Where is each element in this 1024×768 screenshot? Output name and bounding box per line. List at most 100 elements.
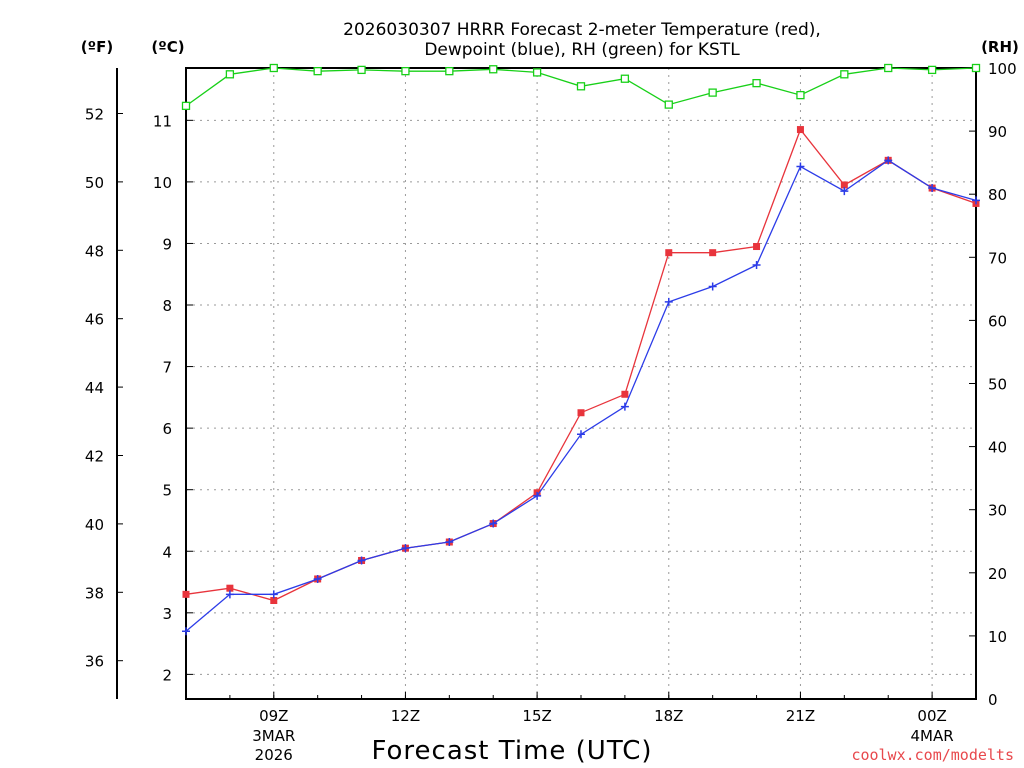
rh-unit-label: (RH) xyxy=(981,38,1019,56)
dewpoint-point xyxy=(664,297,673,306)
fahrenheit-tick-label: 40 xyxy=(85,516,104,534)
celsius-tick-label: 10 xyxy=(153,174,172,192)
rh-point xyxy=(489,65,498,74)
rh-point xyxy=(576,82,586,91)
celsius-tick-label: 9 xyxy=(162,235,172,253)
fahrenheit-tick-label: 36 xyxy=(85,653,104,671)
celsius-tick-label: 5 xyxy=(162,482,172,500)
dewpoint-point xyxy=(182,627,190,636)
dewpoint-point xyxy=(533,491,542,500)
rh-point xyxy=(927,65,937,75)
dewpoint-point xyxy=(489,519,498,528)
rh-point xyxy=(357,65,366,75)
temperature-point xyxy=(796,126,804,134)
x-tick-label: 18Z xyxy=(654,707,683,725)
temperature-point xyxy=(577,409,585,417)
rh-point xyxy=(532,68,542,77)
celsius-tick-label: 8 xyxy=(162,297,172,315)
rh-tick-label: 70 xyxy=(988,249,1007,267)
x-date-label: 4MAR xyxy=(911,727,954,745)
fahrenheit-tick-label: 38 xyxy=(85,584,104,602)
rh-tick-label: 30 xyxy=(988,502,1007,520)
rh-point xyxy=(313,67,322,76)
dewpoint-point xyxy=(840,187,849,196)
temperature-point xyxy=(753,243,761,251)
dewpoint-line xyxy=(185,159,977,632)
x-date-label: 3MAR xyxy=(252,727,295,745)
dewpoint-point xyxy=(445,538,454,547)
temperature-point xyxy=(182,590,190,598)
rh-point xyxy=(269,63,278,73)
rh-point xyxy=(884,63,893,73)
temperature-point xyxy=(621,390,629,398)
x-year-label: 2026 xyxy=(255,746,293,764)
fahrenheit-unit-label: (ºF) xyxy=(81,38,113,56)
celsius-tick-label: 11 xyxy=(153,112,172,130)
dewpoint-point xyxy=(313,574,322,583)
x-axis-label: Forecast Time (UTC) xyxy=(371,736,652,766)
temperature-point xyxy=(270,597,278,605)
x-tick-label: 21Z xyxy=(786,707,815,725)
dewpoint-point xyxy=(928,184,937,193)
celsius-tick-label: 6 xyxy=(162,420,172,438)
temperature-point xyxy=(840,181,848,189)
rh-point xyxy=(445,67,454,76)
fahrenheit-tick-label: 52 xyxy=(85,105,104,123)
rh-tick-label: 40 xyxy=(988,439,1007,457)
fahrenheit-tick-label: 50 xyxy=(85,174,104,192)
rh-point xyxy=(971,63,981,73)
rh-tick-label: 50 xyxy=(988,376,1007,394)
rh-point xyxy=(796,90,805,100)
fahrenheit-tick-label: 46 xyxy=(85,311,104,329)
fahrenheit-tick-label: 44 xyxy=(85,379,104,397)
dewpoint-point xyxy=(708,282,717,291)
rh-point xyxy=(620,74,630,83)
chart-title-line2: Dewpoint (blue), RH (green) for KSTL xyxy=(424,40,740,60)
dewpoint-point xyxy=(577,430,585,439)
temperature-point xyxy=(665,249,673,257)
celsius-tick-label: 7 xyxy=(162,359,172,377)
dewpoint-point xyxy=(752,260,761,269)
rh-point xyxy=(752,78,761,88)
x-tick-label: 09Z xyxy=(259,707,288,725)
rh-tick-label: 10 xyxy=(988,628,1007,646)
rh-tick-label: 100 xyxy=(988,60,1017,78)
celsius-unit-label: (ºC) xyxy=(151,38,184,56)
fahrenheit-tick-label: 48 xyxy=(85,242,104,260)
celsius-tick-label: 2 xyxy=(162,666,172,684)
fahrenheit-tick-label: 42 xyxy=(85,447,104,465)
dewpoint-point xyxy=(357,556,366,565)
rh-point xyxy=(225,70,235,79)
axes xyxy=(116,67,977,700)
celsius-tick-label: 4 xyxy=(162,543,172,561)
data-series xyxy=(181,63,981,636)
x-tick-label: 00Z xyxy=(917,707,946,725)
temperature-line xyxy=(185,128,977,602)
rh-point xyxy=(181,101,191,111)
rh-tick-label: 0 xyxy=(988,691,998,709)
dewpoint-point xyxy=(225,590,234,599)
temperature-point xyxy=(226,584,234,592)
dewpoint-point xyxy=(972,196,980,205)
rh-tick-label: 80 xyxy=(988,186,1007,204)
rh-tick-label: 20 xyxy=(988,565,1007,583)
rh-point xyxy=(401,67,410,76)
dewpoint-point xyxy=(269,590,278,599)
rh-tick-label: 60 xyxy=(988,312,1007,330)
dewpoint-point xyxy=(884,156,893,165)
chart-title-line1: 2026030307 HRRR Forecast 2-meter Tempera… xyxy=(343,20,821,40)
x-tick-label: 12Z xyxy=(391,707,420,725)
credit-label: coolwx.com/modelts xyxy=(851,746,1014,764)
rh-point xyxy=(664,100,673,109)
plot-frame xyxy=(185,67,977,700)
grid-lines xyxy=(186,68,976,699)
dewpoint-point xyxy=(401,544,410,553)
celsius-tick-label: 3 xyxy=(162,605,172,623)
dewpoint-point xyxy=(796,162,805,171)
dewpoint-point xyxy=(620,402,629,411)
rh-tick-label: 90 xyxy=(988,123,1007,141)
x-tick-label: 15Z xyxy=(522,707,551,725)
rh-point xyxy=(840,70,849,79)
